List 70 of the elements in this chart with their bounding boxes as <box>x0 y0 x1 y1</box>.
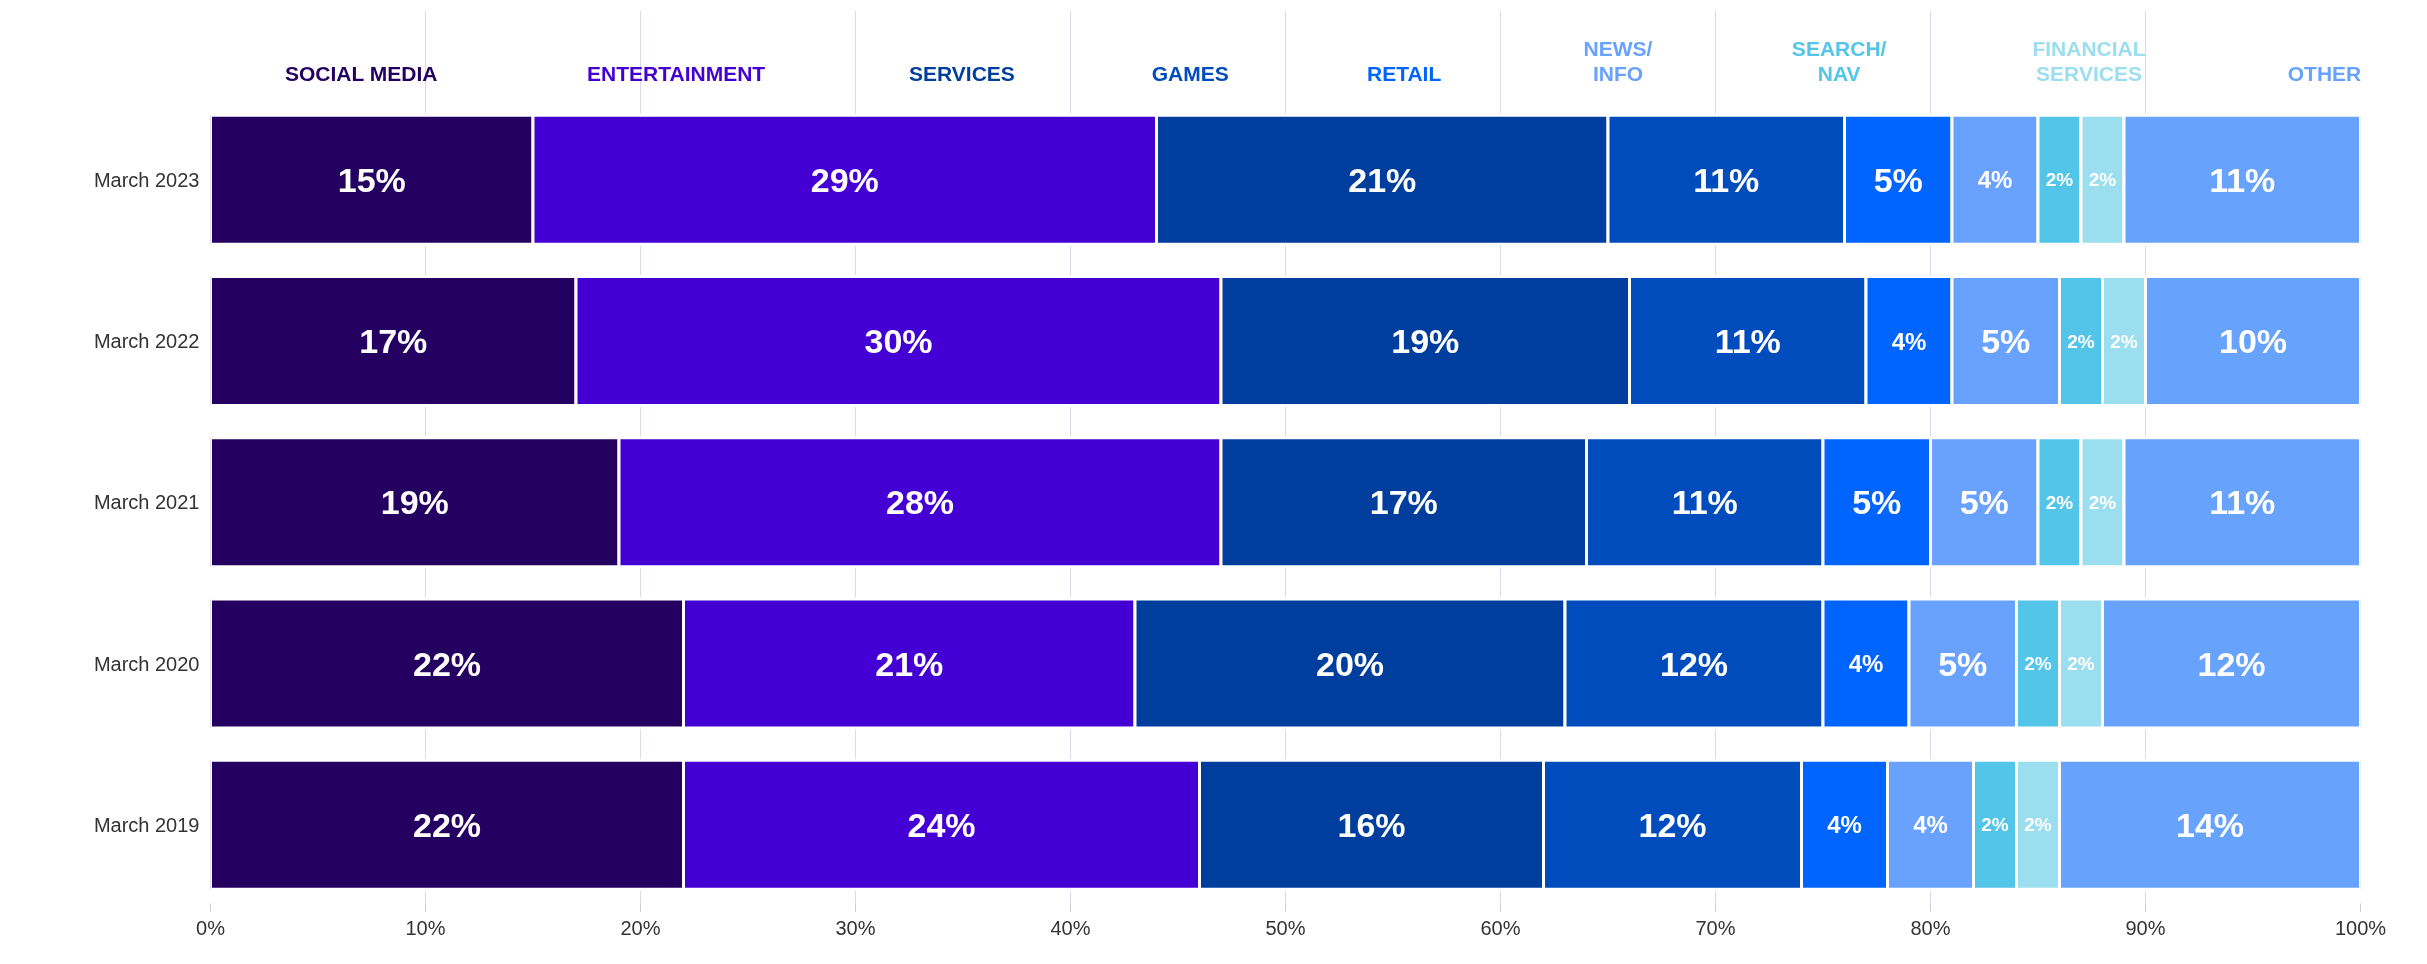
data-label: 2% <box>2067 653 2095 675</box>
text: SEARCH/ NAV <box>1791 36 1887 86</box>
x-tick-label: 80% <box>1910 916 1951 939</box>
data-label: 4% <box>1913 811 1948 839</box>
data-label: 5% <box>1981 322 2031 361</box>
x-tick-label: 30% <box>835 916 876 939</box>
data-label: 21% <box>875 644 944 683</box>
y-tick-label: March 2021 <box>93 491 200 514</box>
data-label: 11% <box>2209 483 2276 522</box>
data-label: 22% <box>412 805 482 844</box>
data-label: 2% <box>2067 330 2095 352</box>
x-tick-label: 20% <box>620 916 661 939</box>
data-label: 24% <box>907 805 976 844</box>
data-label: 20% <box>1315 644 1385 683</box>
data-label: 5% <box>1852 483 1902 522</box>
y-tick-label: March 2020 <box>93 652 200 675</box>
y-tick-label: March 2019 <box>93 813 200 836</box>
data-label: 30% <box>864 322 933 361</box>
x-tick-label: 10% <box>405 916 446 939</box>
data-label: 10% <box>2218 322 2288 361</box>
data-label: 2% <box>2045 169 2074 191</box>
data-label: 11% <box>1671 483 1738 522</box>
data-label: 11% <box>2209 160 2276 199</box>
data-label: 15% <box>337 160 406 199</box>
data-label: 5% <box>1959 483 2009 522</box>
series-label: OTHER <box>2287 62 2362 86</box>
data-label: 19% <box>1391 322 1460 361</box>
x-tick-label: 60% <box>1480 916 1521 939</box>
data-label: 2% <box>1981 814 2009 836</box>
data-label: 4% <box>1848 650 1884 678</box>
x-tick-label: 50% <box>1265 916 1306 939</box>
series-label: ENTERTAINMENT <box>587 62 766 86</box>
x-tick-label: 90% <box>2125 916 2166 939</box>
data-label: 19% <box>380 483 449 522</box>
data-label: 12% <box>2197 644 2266 683</box>
data-label: 2% <box>2088 169 2117 191</box>
x-tick-label: 40% <box>1050 916 1091 939</box>
data-label: 11% <box>1693 160 1760 199</box>
data-label: 2% <box>2024 653 2052 675</box>
data-label: 2% <box>2045 491 2074 513</box>
data-label: 11% <box>1714 322 1781 361</box>
data-label: 2% <box>2024 814 2052 836</box>
data-label: 16% <box>1337 805 1406 844</box>
data-label: 4% <box>1891 327 1927 355</box>
data-label: 17% <box>1369 483 1438 522</box>
series-label: FINANCIAL SERVICES <box>2032 36 2146 86</box>
text: RETAIL <box>1367 62 1442 86</box>
data-label: 14% <box>2175 805 2245 844</box>
data-label: 22% <box>412 644 482 683</box>
text: NEWS/ INFO <box>1583 36 1653 86</box>
text: GAMES <box>1151 62 1229 86</box>
data-label: 2% <box>2110 330 2138 352</box>
data-label: 4% <box>1827 811 1862 839</box>
data-label: 5% <box>1938 644 1988 683</box>
y-tick-label: March 2022 <box>93 330 200 353</box>
x-tick-label: 70% <box>1695 916 1736 939</box>
data-label: 2% <box>2088 491 2117 513</box>
data-label: 29% <box>810 160 879 199</box>
data-label: 5% <box>1873 160 1923 199</box>
data-label: 12% <box>1638 805 1707 844</box>
data-label: 21% <box>1348 160 1417 199</box>
x-tick-label: 0% <box>196 916 226 939</box>
data-label: 12% <box>1659 644 1729 683</box>
data-label: 17% <box>359 322 428 361</box>
x-tick-label: 100% <box>2334 916 2387 939</box>
data-label: 28% <box>885 483 955 522</box>
series-label: SOCIAL MEDIA <box>284 62 438 86</box>
text: SERVICES <box>909 62 1015 86</box>
y-tick-label: March 2023 <box>93 168 200 191</box>
data-label: 4% <box>1977 166 2013 194</box>
